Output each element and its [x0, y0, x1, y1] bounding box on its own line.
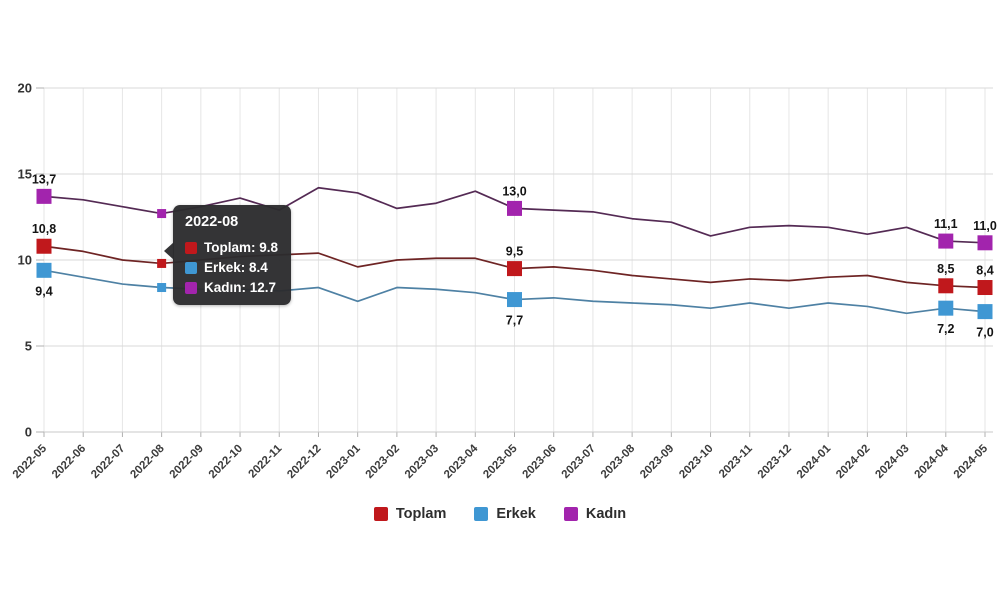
data-point-marker-erkek[interactable]: [938, 300, 954, 316]
data-point-marker-erkek[interactable]: [977, 304, 993, 320]
legend-item-toplam[interactable]: Toplam: [373, 506, 447, 522]
y-axis-label: 10: [18, 253, 32, 268]
x-axis-label: 2023-08: [599, 442, 638, 481]
data-label-kadin: 11,0: [973, 219, 997, 233]
tooltip-title: 2022-08: [185, 214, 239, 230]
tooltip-row-text: Kadın: 12.7: [204, 280, 277, 295]
x-axis-label: 2023-07: [560, 443, 598, 481]
y-axis-label: 15: [18, 167, 32, 182]
legend-item-kadin[interactable]: Kadın: [563, 506, 627, 522]
data-label-erkek: 9,4: [35, 284, 52, 298]
legend-label: Toplam: [395, 506, 447, 522]
x-axis-label: 2023-11: [717, 442, 755, 480]
x-axis-label: 2022-12: [285, 443, 323, 481]
x-axis-label: 2024-01: [795, 442, 834, 481]
tooltip-row-kadin: Kadın: 12.7: [185, 280, 278, 295]
x-axis-label: 2023-01: [324, 442, 363, 481]
data-point-marker-erkek[interactable]: [157, 283, 167, 293]
tooltip: 2022-08 Toplam: 9.8 Erkek: 8.4 Kadın: 12…: [164, 205, 292, 305]
x-axis-label: 2022-09: [168, 443, 206, 481]
data-point-marker-toplam[interactable]: [977, 280, 993, 296]
data-label-erkek: 7,7: [506, 314, 523, 328]
data-label-toplam: 9,5: [506, 245, 523, 259]
toplam-legend-swatch: [373, 507, 388, 521]
x-axis-label: 2023-10: [677, 443, 715, 481]
data-point-marker-kadin[interactable]: [938, 233, 954, 249]
x-axis-label: 2022-06: [50, 443, 88, 481]
data-label-erkek: 7,0: [976, 326, 993, 340]
erkek-legend-swatch: [474, 507, 489, 521]
x-axis-label: 2023-05: [481, 442, 520, 481]
x-axis-label: 2023-02: [364, 443, 402, 481]
tooltip-row-text: Erkek: 8.4: [204, 260, 268, 275]
x-axis-label: 2022-05: [11, 442, 50, 481]
data-label-kadin: 13,7: [32, 172, 56, 186]
data-label-kadin: 11,1: [934, 217, 958, 231]
tooltip-row-text: Toplam: 9.8: [204, 240, 279, 255]
data-point-marker-toplam[interactable]: [507, 261, 522, 277]
x-axis-label: 2023-06: [520, 443, 558, 481]
toplam-series-swatch: [185, 241, 197, 254]
y-axis-label: 20: [18, 81, 32, 96]
tooltip-arrow: [164, 242, 174, 260]
x-axis-label: 2022-07: [89, 443, 127, 481]
data-point-marker-erkek[interactable]: [507, 292, 522, 308]
data-point-marker-toplam[interactable]: [938, 278, 954, 294]
data-point-marker-kadin[interactable]: [507, 200, 522, 216]
data-point-marker-erkek[interactable]: [36, 262, 52, 278]
x-axis-label: 2023-12: [756, 443, 794, 481]
data-label-kadin: 13,0: [502, 184, 526, 198]
x-axis-label: 2022-08: [128, 442, 167, 481]
data-point-marker-toplam[interactable]: [157, 258, 167, 268]
erkek-series-swatch: [185, 261, 197, 274]
x-axis-label: 2023-09: [638, 443, 676, 481]
data-point-marker-kadin[interactable]: [36, 188, 52, 204]
legend-label: Kadın: [585, 506, 627, 522]
x-axis-label: 2024-02: [834, 443, 872, 481]
kadin-legend-swatch: [563, 507, 578, 521]
x-axis-label: 2022-10: [207, 443, 245, 481]
x-axis-label: 2023-04: [442, 442, 481, 481]
legend: Toplam Erkek Kadın: [0, 506, 1000, 522]
data-point-marker-toplam[interactable]: [36, 238, 52, 254]
y-axis-label: 0: [25, 425, 32, 440]
legend-item-erkek[interactable]: Erkek: [474, 506, 536, 522]
data-label-toplam: 8,4: [976, 264, 993, 278]
data-label-toplam: 8,5: [937, 262, 954, 276]
legend-label: Erkek: [496, 506, 536, 522]
x-axis-label: 2024-04: [913, 442, 952, 481]
tooltip-row-toplam: Toplam: 9.8: [185, 240, 278, 255]
x-axis-label: 2024-03: [873, 443, 911, 481]
tooltip-row-erkek: Erkek: 8.4: [185, 260, 278, 275]
x-axis-label: 2023-03: [403, 443, 441, 481]
y-axis-label: 5: [25, 339, 32, 354]
data-point-marker-kadin[interactable]: [977, 235, 993, 251]
kadin-series-swatch: [185, 281, 197, 294]
data-point-marker-kadin[interactable]: [157, 209, 167, 219]
data-label-toplam: 10,8: [32, 222, 56, 236]
x-axis-label: 2022-11: [246, 442, 284, 480]
data-label-erkek: 7,2: [937, 322, 954, 336]
x-axis-label: 2024-05: [952, 442, 991, 481]
